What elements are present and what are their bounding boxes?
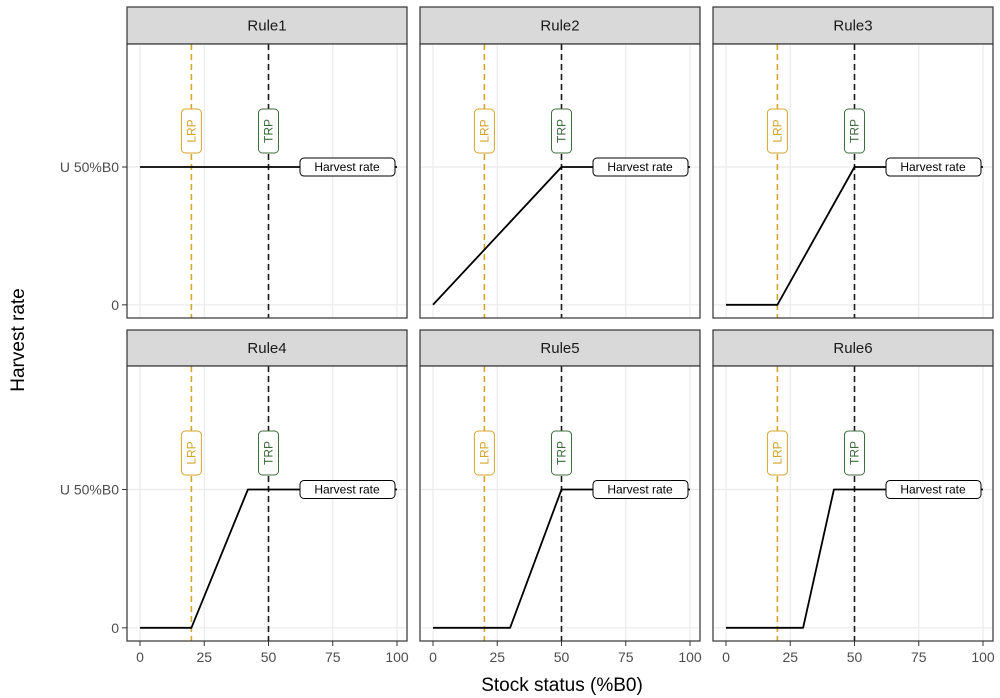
panel-border (419, 365, 701, 642)
harvest-rate-label-box (299, 479, 396, 499)
lrp-label-box (766, 430, 788, 476)
y-tick-label: 0 (111, 620, 119, 636)
lrp-label-box (180, 430, 202, 476)
harvest-rate-label-box (592, 157, 689, 177)
shared-axes: 0 U 50%B0 0 25 50 75 100 0 U 50%B0 0 25 50 75 100 0 25 5… (60, 159, 995, 665)
panel-background (713, 366, 993, 641)
y-tick-label: U 50%B0 (60, 159, 119, 175)
panel-background (127, 44, 407, 318)
panel-background (713, 44, 993, 318)
facet-title: Rule4 (247, 340, 286, 357)
harvest-rate-label: Harvest rate (900, 160, 966, 174)
facet-strip (712, 329, 994, 367)
panel-background (420, 44, 700, 318)
x-tick-label: 50 (847, 649, 863, 665)
trp-label-box (844, 430, 865, 476)
panel-rule1: Rule1 LRP TRP Harvest rate (126, 6, 408, 319)
lrp-label-box (180, 108, 202, 154)
y-tick-label: U 50%B0 (60, 481, 119, 497)
facet-strip (419, 329, 701, 367)
trp-label: TRP (848, 119, 862, 143)
trp-label-box (844, 108, 865, 154)
harvest-rate-label: Harvest rate (314, 482, 380, 496)
x-tick-label: 25 (782, 649, 798, 665)
facet-title: Rule1 (247, 18, 286, 35)
facet-title: Rule6 (833, 340, 872, 357)
x-tick-label: 75 (618, 649, 634, 665)
x-tick-label: 75 (911, 649, 927, 665)
panel-rule2: Rule2 LRP TRP Harvest rate (419, 6, 701, 319)
harvest-rate-label-box (885, 479, 982, 499)
y-axis-title: Harvest rate (8, 288, 29, 391)
facet-title: Rule5 (540, 340, 579, 357)
facet-strip (126, 329, 408, 367)
facet-strip (419, 6, 701, 45)
panel-rule5: Rule5 LRP TRP Harvest rate (419, 329, 701, 642)
panel-background (420, 366, 700, 641)
panel-border (126, 365, 408, 642)
facet-panels: Rule1 LRP TRP Harvest rate Rule2 LRP TRP Harves… (126, 6, 994, 642)
lrp-label: LRP (184, 441, 198, 464)
panel-rule6: Rule6 LRP TRP Harvest rate (712, 329, 994, 642)
x-tick-label: 75 (325, 649, 341, 665)
facet-title: Rule2 (540, 18, 579, 35)
lrp-label: LRP (770, 119, 784, 142)
trp-label-box (258, 108, 279, 154)
panel-background (127, 366, 407, 641)
trp-label: TRP (555, 119, 569, 143)
x-axis-title: Stock status (%B0) (481, 675, 643, 696)
x-tick-label: 0 (722, 649, 730, 665)
lrp-label: LRP (477, 119, 491, 142)
trp-label: TRP (555, 441, 569, 465)
harvest-rate-label-box (592, 479, 689, 499)
lrp-label: LRP (184, 119, 198, 142)
harvest-rate-label: Harvest rate (607, 160, 673, 174)
lrp-label-box (473, 108, 495, 154)
x-tick-label: 25 (196, 649, 212, 665)
lrp-label: LRP (770, 441, 784, 464)
trp-label: TRP (262, 441, 276, 465)
x-tick-label: 100 (971, 649, 995, 665)
trp-label: TRP (262, 119, 276, 143)
panel-rule4: Rule4 LRP TRP Harvest rate (126, 329, 408, 642)
x-tick-label: 0 (429, 649, 437, 665)
lrp-label-box (473, 430, 495, 476)
x-tick-label: 100 (385, 649, 409, 665)
panel-border (419, 43, 701, 319)
x-tick-label: 100 (678, 649, 702, 665)
facet-strip (712, 6, 994, 45)
harvest-rate-label: Harvest rate (314, 160, 380, 174)
trp-label-box (551, 108, 572, 154)
x-tick-label: 0 (136, 649, 144, 665)
harvest-rate-label-box (885, 157, 982, 177)
lrp-label-box (766, 108, 788, 154)
harvest-rate-label-box (299, 157, 396, 177)
facet-title: Rule3 (833, 18, 872, 35)
panel-border (712, 365, 994, 642)
x-tick-label: 50 (554, 649, 570, 665)
lrp-label: LRP (477, 441, 491, 464)
x-tick-label: 50 (261, 649, 277, 665)
panel-border (712, 43, 994, 319)
x-tick-label: 25 (489, 649, 505, 665)
trp-label-box (258, 430, 279, 476)
trp-label: TRP (848, 441, 862, 465)
trp-label-box (551, 430, 572, 476)
y-tick-label: 0 (111, 297, 119, 313)
panel-border (126, 43, 408, 319)
facet-strip (126, 6, 408, 45)
panel-rule3: Rule3 LRP TRP Harvest rate (712, 6, 994, 319)
harvest-rate-label: Harvest rate (900, 482, 966, 496)
harvest-rate-label: Harvest rate (607, 482, 673, 496)
